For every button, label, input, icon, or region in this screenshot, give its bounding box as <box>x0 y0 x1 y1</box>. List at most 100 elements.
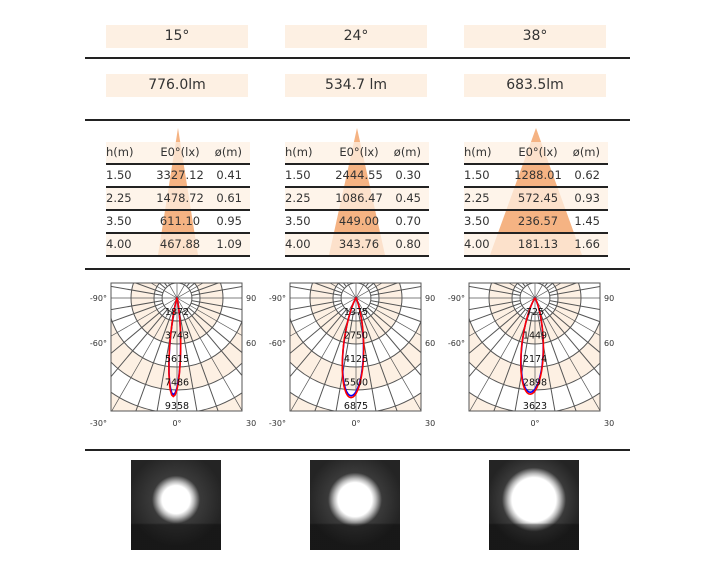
ring-value-label: 2174 <box>523 354 547 365</box>
beam-angle-label: 15° <box>106 25 248 48</box>
polar-spoke <box>469 300 521 311</box>
beam-angle-label: 24° <box>285 25 427 48</box>
ring-value-label: 4125 <box>344 354 368 365</box>
divider <box>85 268 630 270</box>
polar-spoke <box>111 309 168 378</box>
polar-spoke <box>314 311 352 411</box>
polar-spoke <box>469 297 536 411</box>
table-cell: 4.00 <box>106 237 132 251</box>
column-header: ø(m) <box>214 145 242 159</box>
polar-spoke <box>469 309 526 378</box>
table-cell: 3327.12 <box>156 168 204 182</box>
column-header: E0°(lx) <box>160 145 200 159</box>
angle-label: 60° <box>246 339 256 348</box>
ring-value-label: 1375 <box>344 307 368 318</box>
illuminance-table: h(m) E0°(lx) ø(m) 1.50 2444.55 0.30 2.25 1086… <box>285 128 429 257</box>
angle-label: 0° <box>530 419 539 428</box>
polar-spoke <box>156 312 175 411</box>
table-cell: 4.00 <box>285 237 311 251</box>
ring-value-label: 3743 <box>165 331 189 342</box>
polar-spoke <box>176 297 242 411</box>
polar-spoke <box>544 309 600 377</box>
table-cell: 343.76 <box>338 237 380 251</box>
polar-spoke <box>469 302 522 323</box>
table-cell: 467.88 <box>159 237 201 251</box>
table-cell: 1.09 <box>216 237 242 251</box>
table-row: 3.50 449.00 0.70 <box>285 211 429 234</box>
table-cell: 0.80 <box>395 237 421 251</box>
polar-spoke <box>176 297 242 336</box>
column-header: h(m) <box>285 145 313 159</box>
table-cell: 3.50 <box>285 214 311 228</box>
table-cell: 611.10 <box>159 214 201 228</box>
polar-spoke <box>469 297 536 337</box>
table-cell: 2444.55 <box>335 168 383 182</box>
polar-spoke <box>493 311 531 411</box>
table-cell: 0.95 <box>216 214 242 228</box>
polar-spoke <box>188 307 242 354</box>
table-cell: 4.00 <box>464 237 490 251</box>
table-cell: 1.50 <box>106 168 132 182</box>
c90-curve <box>520 297 545 396</box>
lumen-label: 534.7 lm <box>285 74 427 97</box>
angle-label: 30° <box>246 419 256 428</box>
polar-spoke <box>111 297 178 337</box>
beam-angle-label: 38° <box>464 25 606 48</box>
polar-light-distribution-chart: 1375 2750 4125 5500 6875 -90° 90° -60° 60° -30° 0°… <box>269 282 435 428</box>
table-cell: 1.66 <box>574 237 600 251</box>
beam-spot-photo <box>310 460 400 550</box>
polar-spoke <box>469 307 524 355</box>
polar-spoke <box>135 311 173 411</box>
ring-value-label: 5500 <box>344 378 368 389</box>
table-row: 4.00 181.13 1.66 <box>464 234 608 257</box>
table-cell: 1.45 <box>574 214 600 228</box>
polar-spoke <box>370 286 421 296</box>
table-row: 1.50 3327.12 0.41 <box>106 165 250 188</box>
polar-spoke <box>190 302 242 323</box>
ring-value-label: 5615 <box>165 354 189 365</box>
polar-spoke <box>534 297 600 411</box>
angle-label: -90° <box>90 294 107 303</box>
c90-curve <box>341 297 365 399</box>
table-cell: 0.61 <box>216 191 242 205</box>
angle-label: -90° <box>269 294 286 303</box>
polar-spoke <box>290 307 345 355</box>
ring-value-label: 9358 <box>165 401 189 412</box>
angle-label: 0° <box>351 419 360 428</box>
polar-spoke <box>191 300 242 310</box>
polar-spoke <box>514 312 533 411</box>
ring-value-label: 6875 <box>344 401 368 412</box>
chart-frame <box>468 282 601 412</box>
illuminance-table: h(m) E0°(lx) ø(m) 1.50 3327.12 0.41 2.25 1478… <box>106 128 250 257</box>
ring-value-label: 1872 <box>165 307 189 318</box>
polar-spoke <box>290 309 347 378</box>
table-row: 2.25 1478.72 0.61 <box>106 188 250 211</box>
polar-spoke <box>111 302 164 323</box>
column-header: ø(m) <box>393 145 421 159</box>
table-cell: 3.50 <box>464 214 490 228</box>
table-row: 3.50 236.57 1.45 <box>464 211 608 234</box>
polar-spoke <box>290 297 357 337</box>
polar-spoke <box>181 311 219 411</box>
polar-spoke <box>355 297 421 336</box>
polar-light-distribution-chart: 1872 3743 5615 7486 9358 -90° 90° -60° 60° -30° 0°… <box>90 282 256 428</box>
illuminance-table: h(m) E0°(lx) ø(m) 1.50 1288.01 0.62 2.25 572.… <box>464 128 608 257</box>
polar-spoke <box>111 300 163 311</box>
column-header: h(m) <box>464 145 492 159</box>
table-cell: 0.30 <box>395 168 421 182</box>
table-header: h(m) E0°(lx) ø(m) <box>106 142 250 165</box>
table-cell: 1.50 <box>464 168 490 182</box>
lumen-label: 683.5lm <box>464 74 606 97</box>
beam-column-38deg: 38° 683.5lm h(m) E0°(lx) ø(m) 1.50 1288.01 0… <box>448 0 614 585</box>
polar-spoke <box>360 311 398 411</box>
angle-label: -60° <box>269 339 286 348</box>
polar-spoke <box>355 297 421 411</box>
table-cell: 236.57 <box>517 214 559 228</box>
polar-spoke <box>111 297 178 411</box>
table-cell: 0.70 <box>395 214 421 228</box>
table-row: 3.50 611.10 0.95 <box>106 211 250 234</box>
table-cell: 1.50 <box>285 168 311 182</box>
table-row: 1.50 1288.01 0.62 <box>464 165 608 188</box>
table-header: h(m) E0°(lx) ø(m) <box>464 142 608 165</box>
table-cell: 2.25 <box>285 191 311 205</box>
